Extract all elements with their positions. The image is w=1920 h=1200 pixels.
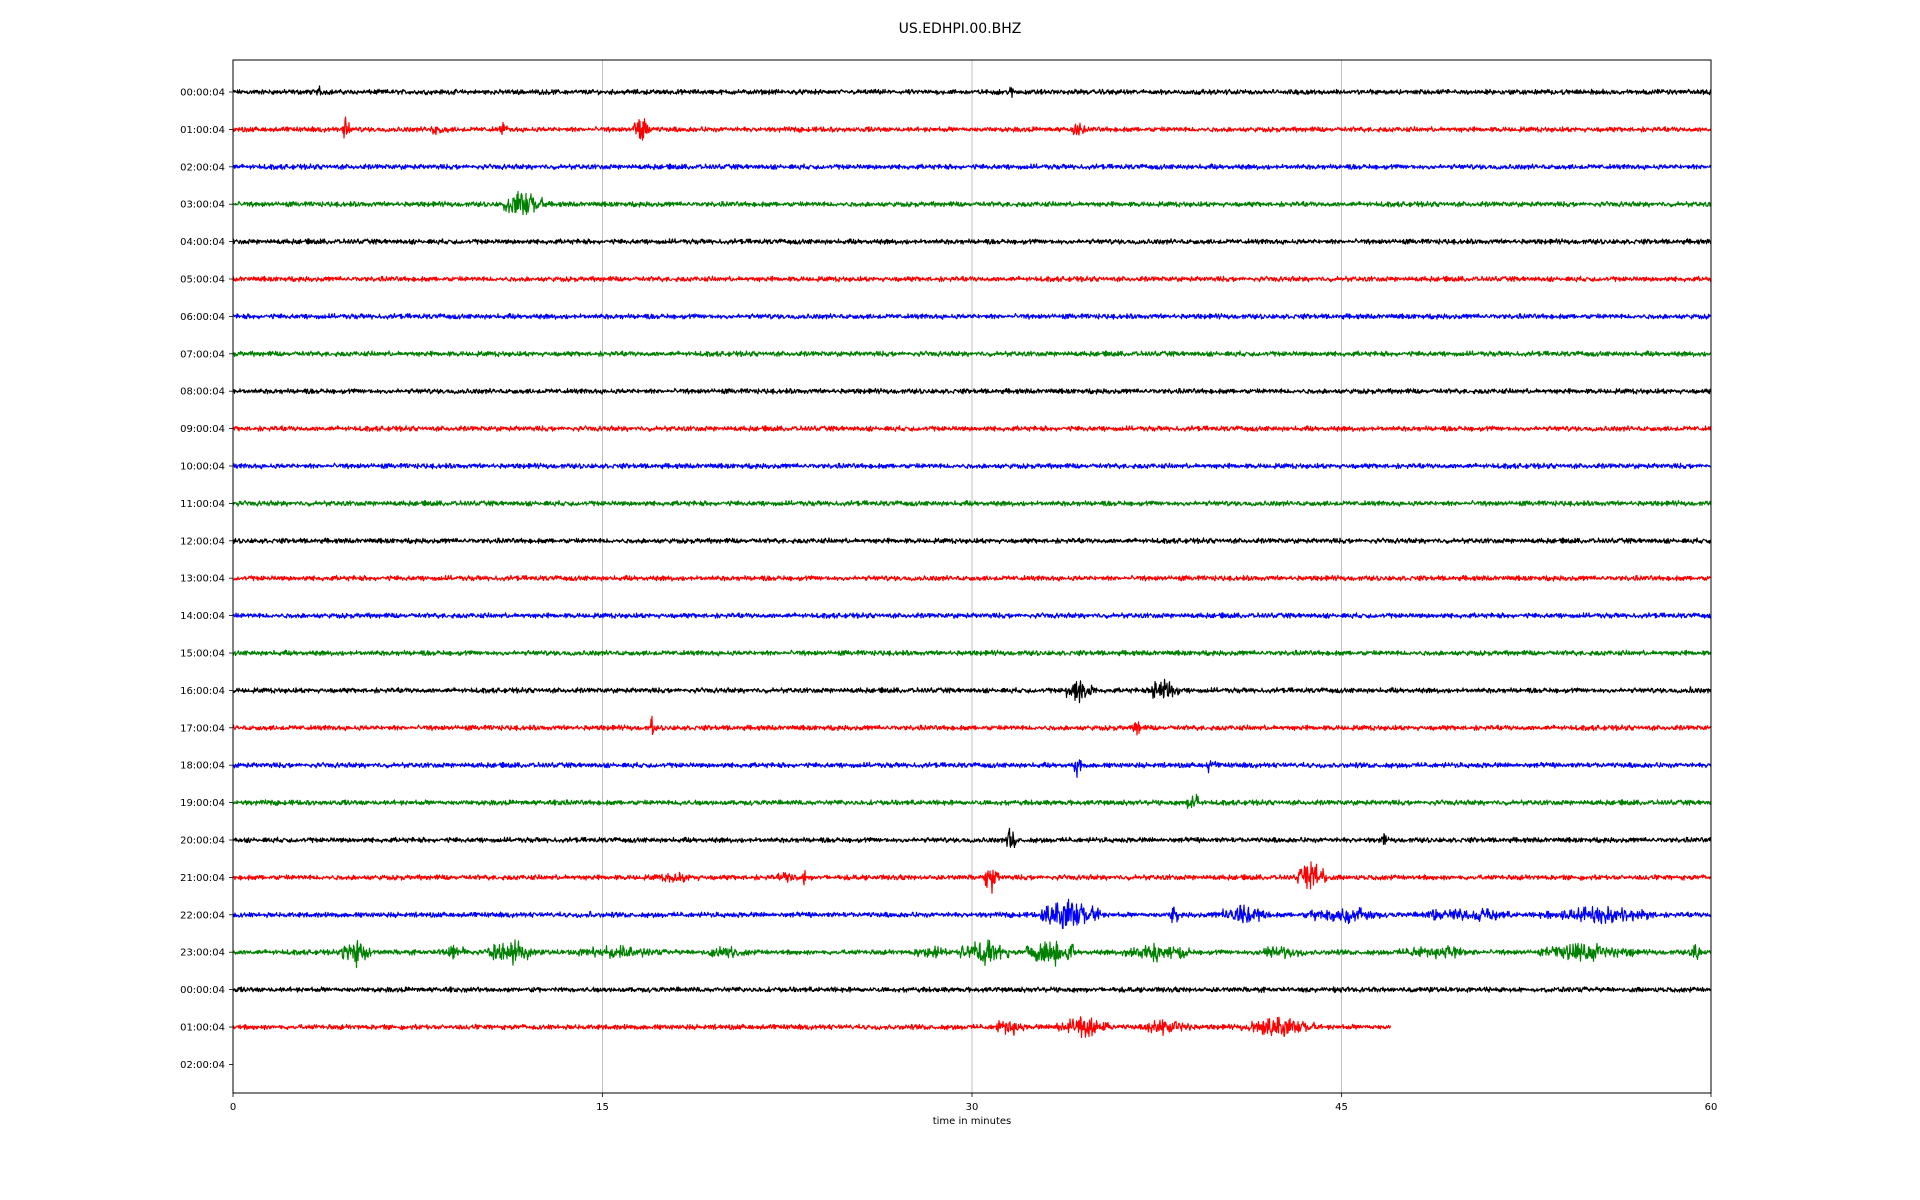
trace-line <box>232 939 1712 969</box>
trace-line <box>232 190 1712 216</box>
trace-line <box>232 387 1712 395</box>
trace-line <box>232 1016 1392 1039</box>
trace-line <box>232 163 1712 171</box>
y-tick-label: 14:00:04 <box>180 611 225 622</box>
y-tick-label: 02:00:04 <box>180 162 225 173</box>
y-tick-label: 08:00:04 <box>180 387 225 398</box>
y-tick-label: 03:00:04 <box>180 200 225 211</box>
trace-line <box>232 649 1712 657</box>
y-tick-label: 22:00:04 <box>180 910 225 921</box>
trace-line <box>232 898 1712 930</box>
y-tick-label: 00:00:04 <box>180 88 225 99</box>
trace-line <box>232 116 1712 141</box>
trace-line <box>232 574 1712 582</box>
trace-line <box>232 313 1712 320</box>
trace-line <box>232 715 1712 736</box>
x-tick-label: 60 <box>1705 1102 1718 1113</box>
y-tick-label: 23:00:04 <box>180 948 225 959</box>
y-tick-label: 01:00:04 <box>180 1023 225 1034</box>
trace-line <box>232 986 1712 993</box>
y-tick-label: 04:00:04 <box>180 237 225 248</box>
trace-line <box>232 793 1712 809</box>
trace-line <box>232 827 1712 849</box>
trace-line <box>232 350 1712 358</box>
chart-title: US.EDHPI.00.BHZ <box>898 21 1022 37</box>
trace-line <box>232 425 1712 432</box>
trace-line <box>232 861 1712 894</box>
y-tick-label: 02:00:04 <box>180 1060 225 1071</box>
y-tick-label: 06:00:04 <box>180 312 225 323</box>
x-axis-label: time in minutes <box>933 1116 1012 1127</box>
y-tick-label: 11:00:04 <box>180 499 225 510</box>
y-tick-label: 05:00:04 <box>180 275 225 286</box>
y-tick-label: 16:00:04 <box>180 686 225 697</box>
trace-line <box>232 238 1712 245</box>
y-tick-label: 10:00:04 <box>180 462 225 473</box>
trace-line <box>232 612 1712 619</box>
trace-line <box>232 85 1712 98</box>
y-tick-label: 20:00:04 <box>180 836 225 847</box>
y-tick-label: 07:00:04 <box>180 349 225 360</box>
y-tick-label: 19:00:04 <box>180 798 225 809</box>
y-tick-label: 13:00:04 <box>180 574 225 585</box>
y-tick-label: 17:00:04 <box>180 723 225 734</box>
x-tick-label: 15 <box>596 1102 609 1113</box>
y-tick-label: 09:00:04 <box>180 424 225 435</box>
y-tick-label: 00:00:04 <box>180 985 225 996</box>
y-tick-label: 12:00:04 <box>180 536 225 547</box>
trace-line <box>232 462 1712 470</box>
trace-line <box>232 500 1712 507</box>
x-tick-label: 0 <box>230 1102 236 1113</box>
trace-line <box>232 678 1712 704</box>
x-tick-label: 45 <box>1335 1102 1348 1113</box>
y-tick-label: 15:00:04 <box>180 649 225 660</box>
trace-line <box>232 537 1712 545</box>
y-tick-label: 18:00:04 <box>180 761 225 772</box>
y-tick-label: 21:00:04 <box>180 873 225 884</box>
y-tick-label: 01:00:04 <box>180 125 225 136</box>
trace-line <box>232 759 1712 778</box>
trace-line <box>232 275 1712 283</box>
x-tick-label: 30 <box>966 1102 979 1113</box>
